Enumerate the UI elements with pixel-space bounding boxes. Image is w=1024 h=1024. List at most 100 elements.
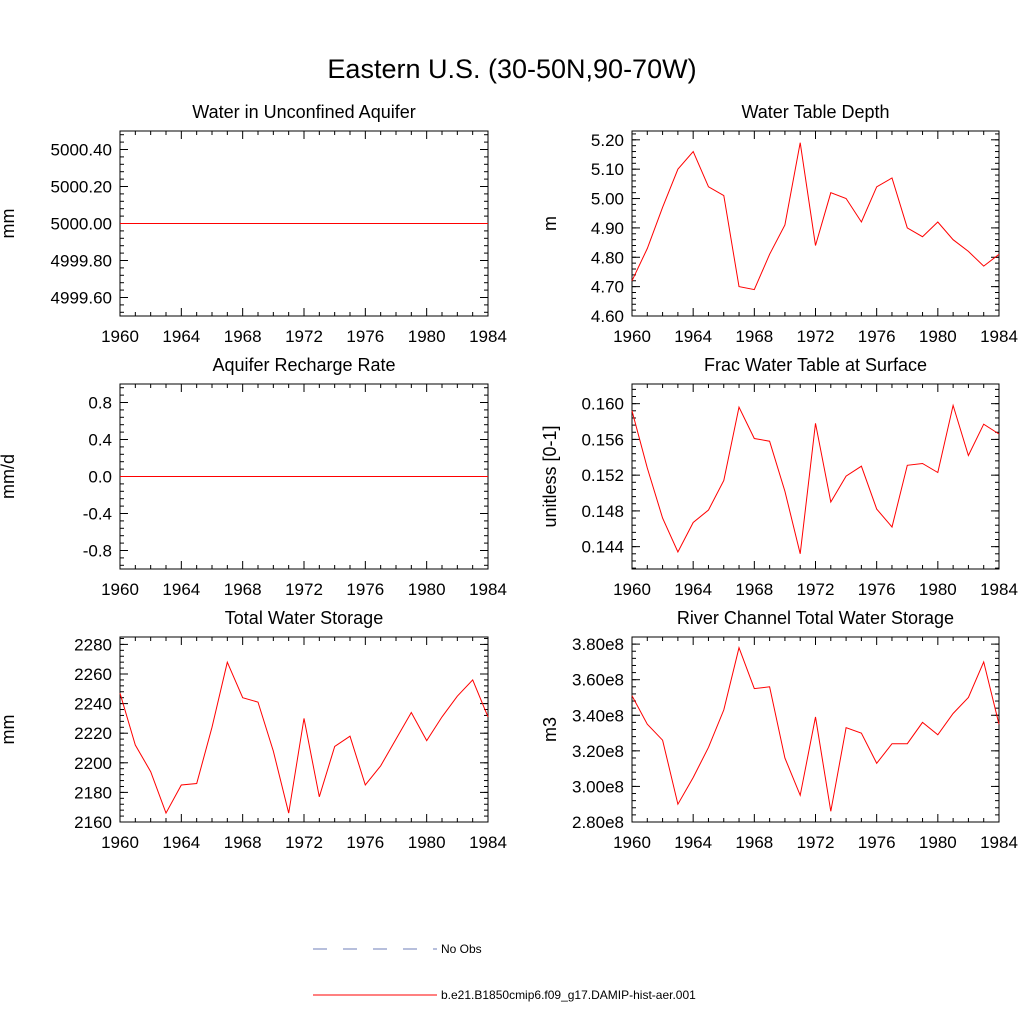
y-tick-label: 2220	[74, 724, 112, 743]
y-tick-label: 0.8	[88, 394, 112, 413]
x-tick-label: 1984	[469, 580, 507, 599]
y-tick-label: 2240	[74, 695, 112, 714]
series-line	[631, 142, 1000, 291]
x-tick-label: 1960	[101, 327, 139, 346]
x-tick-label: 1980	[408, 580, 446, 599]
x-tick-label: 1980	[408, 833, 446, 852]
x-tick-label: 1980	[408, 327, 446, 346]
x-tick-label: 1980	[919, 833, 957, 852]
x-tick-label: 1960	[613, 833, 651, 852]
y-tick-label: 3.20e8	[572, 742, 624, 761]
x-tick-label: 1964	[162, 327, 200, 346]
y-tick-label: 0.144	[581, 538, 624, 557]
legend-obs-label: No Obs	[441, 942, 482, 956]
y-tick-label: 4.70	[591, 278, 624, 297]
x-tick-label: 1984	[980, 327, 1018, 346]
x-tick-label: 1964	[162, 833, 200, 852]
series-line	[631, 646, 1000, 812]
y-tick-label: 5.10	[591, 160, 624, 179]
y-axis-label: m3	[540, 717, 560, 742]
plot-frame	[119, 636, 489, 823]
x-tick-label: 1980	[919, 327, 957, 346]
y-tick-label: 2260	[74, 665, 112, 684]
y-axis-label: mm/d	[0, 454, 18, 499]
x-tick-label: 1972	[285, 327, 323, 346]
figure-title: Eastern U.S. (30-50N,90-70W)	[327, 54, 697, 84]
x-tick-label: 1960	[101, 580, 139, 599]
y-tick-label: 3.60e8	[572, 671, 624, 690]
x-tick-label: 1960	[101, 833, 139, 852]
x-tick-label: 1960	[613, 580, 651, 599]
x-tick-label: 1984	[469, 833, 507, 852]
y-tick-label: 0.148	[581, 502, 624, 521]
x-tick-label: 1976	[346, 327, 384, 346]
x-tick-label: 1976	[858, 327, 896, 346]
y-axis-label: unitless [0-1]	[540, 425, 560, 527]
x-tick-label: 1972	[285, 580, 323, 599]
x-tick-label: 1968	[224, 580, 262, 599]
y-tick-label: 3.80e8	[572, 635, 624, 654]
x-tick-label: 1976	[346, 580, 384, 599]
x-tick-label: 1968	[735, 580, 773, 599]
legend-model-label: b.e21.B1850cmip6.f09_g17.DAMIP-hist-aer.…	[441, 988, 696, 1002]
y-axis-label: mm	[0, 715, 18, 745]
legend: No Obs b.e21.B1850cmip6.f09_g17.DAMIP-hi…	[313, 942, 696, 1002]
x-tick-label: 1972	[797, 580, 835, 599]
y-tick-label: 4999.80	[51, 252, 112, 271]
panel-title: Aquifer Recharge Rate	[212, 355, 395, 375]
y-tick-label: 5.20	[591, 131, 624, 150]
y-tick-label: 0.4	[88, 431, 112, 450]
y-tick-label: 2200	[74, 754, 112, 773]
y-tick-label: 3.00e8	[572, 777, 624, 796]
series-line	[631, 403, 1000, 554]
x-tick-label: 1968	[735, 833, 773, 852]
y-tick-label: -0.8	[83, 542, 112, 561]
x-tick-label: 1964	[674, 327, 712, 346]
series-line	[119, 660, 489, 815]
panel-title: Frac Water Table at Surface	[704, 355, 927, 375]
chart-panel: 1960 1964 1968 1972 1976 1980 1984 0.144 0.148 0.…	[540, 355, 1018, 599]
panel-title: Water in Unconfined Aquifer	[192, 102, 415, 122]
x-tick-label: 1984	[469, 327, 507, 346]
x-tick-label: 1960	[613, 327, 651, 346]
x-tick-label: 1964	[674, 833, 712, 852]
y-tick-label: 5000.00	[51, 215, 112, 234]
y-axis-label: m	[540, 216, 560, 231]
y-tick-label: 3.40e8	[572, 706, 624, 725]
y-tick-label: 5000.20	[51, 178, 112, 197]
x-tick-label: 1972	[285, 833, 323, 852]
x-tick-label: 1968	[224, 833, 262, 852]
y-tick-label: 5000.40	[51, 141, 112, 160]
y-tick-label: 5.00	[591, 190, 624, 209]
panel-title: Water Table Depth	[741, 102, 889, 122]
y-tick-label: 4.90	[591, 219, 624, 238]
y-tick-label: 2.80e8	[572, 813, 624, 832]
x-tick-label: 1964	[674, 580, 712, 599]
x-tick-label: 1984	[980, 833, 1018, 852]
y-axis-label: mm	[0, 209, 18, 239]
chart-panel: 1960 1964 1968 1972 1976 1980 1984 4999.60 4999.…	[0, 102, 507, 346]
x-tick-label: 1984	[980, 580, 1018, 599]
chart-panel: 1960 1964 1968 1972 1976 1980 1984 2160 2180 2200…	[0, 608, 507, 852]
panel-title: River Channel Total Water Storage	[677, 608, 954, 628]
y-tick-label: 0.152	[581, 466, 624, 485]
plot-frame	[631, 383, 1000, 570]
y-tick-label: 4.80	[591, 248, 624, 267]
y-tick-label: 0.0	[88, 468, 112, 487]
y-tick-label: 2180	[74, 783, 112, 802]
x-tick-label: 1972	[797, 833, 835, 852]
x-tick-label: 1976	[858, 580, 896, 599]
x-tick-label: 1980	[919, 580, 957, 599]
y-tick-label: 0.160	[581, 395, 624, 414]
plot-frame	[631, 636, 1000, 823]
y-tick-label: 0.156	[581, 430, 624, 449]
x-tick-label: 1976	[346, 833, 384, 852]
chart-panel: 1960 1964 1968 1972 1976 1980 1984 4.60 4.70 4.80…	[540, 102, 1018, 346]
x-tick-label: 1964	[162, 580, 200, 599]
panel-title: Total Water Storage	[225, 608, 383, 628]
x-tick-label: 1968	[224, 327, 262, 346]
y-tick-label: -0.4	[83, 505, 112, 524]
x-tick-label: 1976	[858, 833, 896, 852]
y-tick-label: 4999.60	[51, 289, 112, 308]
